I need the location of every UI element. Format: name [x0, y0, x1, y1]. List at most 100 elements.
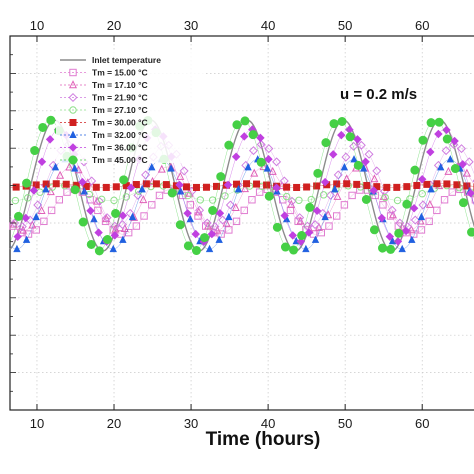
series-8-point-46	[386, 244, 396, 254]
legend-label-4: Tm = 27.10 °C	[92, 105, 148, 115]
legend-label-1: Tm = 15.00 °C	[92, 68, 148, 78]
series-8-point-50	[418, 135, 428, 145]
series-7-point-21	[183, 209, 192, 218]
series-6-point-21	[215, 235, 223, 243]
series-5-point-42	[433, 180, 441, 188]
series-2-point-45	[425, 199, 434, 208]
series-3-point-43	[341, 152, 351, 162]
series-3-point-3	[33, 200, 43, 210]
series-8-point-32	[272, 222, 282, 232]
series-5-point-5	[62, 180, 70, 188]
series-layer	[9, 115, 474, 256]
series-2-point-35	[333, 191, 342, 200]
series-8-point-1	[22, 178, 32, 188]
series-1-point-28	[225, 226, 233, 234]
x-tick-label-bottom-0: 10	[30, 416, 44, 431]
series-3-point-28	[225, 200, 235, 210]
series-8-point-43	[361, 194, 371, 204]
series-1-point-42	[332, 212, 341, 220]
series-7-point-10	[94, 228, 103, 237]
series-4-point-14	[184, 191, 192, 200]
series-7-point-35	[296, 237, 306, 246]
series-8-point-29	[248, 130, 258, 140]
series-5-point-0	[12, 183, 20, 191]
series-8-point-52	[434, 117, 444, 127]
series-7-point-13	[118, 211, 128, 220]
series-2-point-39	[370, 174, 379, 183]
series-6-point-0	[13, 244, 21, 253]
series-3-point-31	[248, 146, 258, 156]
series-6-point-14	[148, 162, 156, 171]
series-2-point-44	[416, 216, 425, 225]
series-7-point-56	[466, 189, 474, 198]
legend: Inlet temperature Tm = 15.00 °C Tm = 17.10…	[56, 51, 206, 165]
series-6-point-1	[22, 235, 31, 243]
series-8-point-39	[329, 119, 339, 129]
series-5-point-28	[293, 183, 301, 191]
series-1-point-43	[340, 201, 349, 209]
series-5-point-9	[102, 183, 110, 191]
series-5-point-18	[192, 183, 200, 191]
legend-swatch-5	[69, 119, 77, 127]
legend-swatch-8	[68, 155, 78, 165]
series-3-point-49	[387, 205, 397, 215]
series-7-point-53	[442, 125, 451, 135]
series-5-point-34	[353, 180, 361, 188]
series-3-point-56	[441, 146, 451, 156]
series-7-point-39	[328, 150, 338, 159]
series-5-point-14	[152, 180, 160, 188]
series-4-point-0	[11, 196, 20, 205]
series-5-point-8	[92, 183, 100, 191]
series-3-point-59	[464, 157, 474, 167]
series-2-point-34	[324, 210, 333, 219]
series-7-point-55	[458, 160, 467, 169]
series-3-point-33	[264, 144, 274, 154]
series-3-point-37	[295, 213, 305, 223]
series-6-point-42	[417, 212, 426, 221]
series-3-point-47	[372, 166, 382, 176]
series-8-point-53	[442, 134, 452, 144]
series-6-point-33	[331, 184, 339, 193]
series-6-point-3	[42, 184, 50, 193]
series-6-point-35	[350, 155, 358, 163]
legend-label-2: Tm = 17.10 °C	[92, 80, 148, 90]
series-6-point-31	[311, 235, 320, 243]
x-tick-label-top-2: 30	[184, 18, 198, 33]
series-7-point-3	[37, 157, 47, 166]
series-3-point-22	[179, 166, 189, 176]
series-5-point-24	[253, 180, 261, 188]
series-8-point-26	[224, 140, 234, 150]
series-4-point-1	[24, 194, 32, 202]
series-7-point-54	[450, 136, 459, 146]
series-2-point-47	[444, 166, 453, 175]
x-tick-label-bottom-5: 60	[415, 416, 429, 431]
legend-swatch-1	[69, 68, 77, 77]
series-7-point-32	[272, 183, 281, 192]
series-3-point-46	[364, 149, 374, 159]
series-7-point-52	[434, 129, 443, 139]
series-6-point-22	[225, 212, 233, 221]
series-6-point-45	[446, 155, 455, 163]
series-3-point-39	[310, 220, 320, 230]
series-6-point-34	[340, 162, 349, 171]
x-tick-label-bottom-1: 20	[107, 416, 121, 431]
x-tick-label-top-5: 60	[415, 18, 429, 33]
series-1-point-29	[232, 217, 241, 226]
legend-swatch-4	[69, 106, 77, 114]
series-6-point-36	[359, 164, 368, 172]
series-5-point-17	[182, 183, 190, 191]
series-7-point-22	[191, 229, 200, 239]
series-5-point-7	[82, 182, 90, 190]
series-6-point-26	[263, 164, 272, 172]
series-7-point-9	[86, 206, 95, 215]
series-6-point-6	[71, 164, 79, 172]
series-8-point-8	[78, 217, 88, 227]
series-2-point-43	[407, 225, 416, 234]
series-4-point-30	[381, 193, 389, 202]
series-1-point-30	[240, 206, 248, 215]
series-8-point-54	[450, 164, 460, 174]
legend-swatch-6	[69, 130, 77, 138]
legend-label-8: Tm = 45.00 °C	[92, 155, 148, 165]
series-8-point-11	[102, 235, 112, 245]
series-2-point-2	[28, 220, 37, 229]
